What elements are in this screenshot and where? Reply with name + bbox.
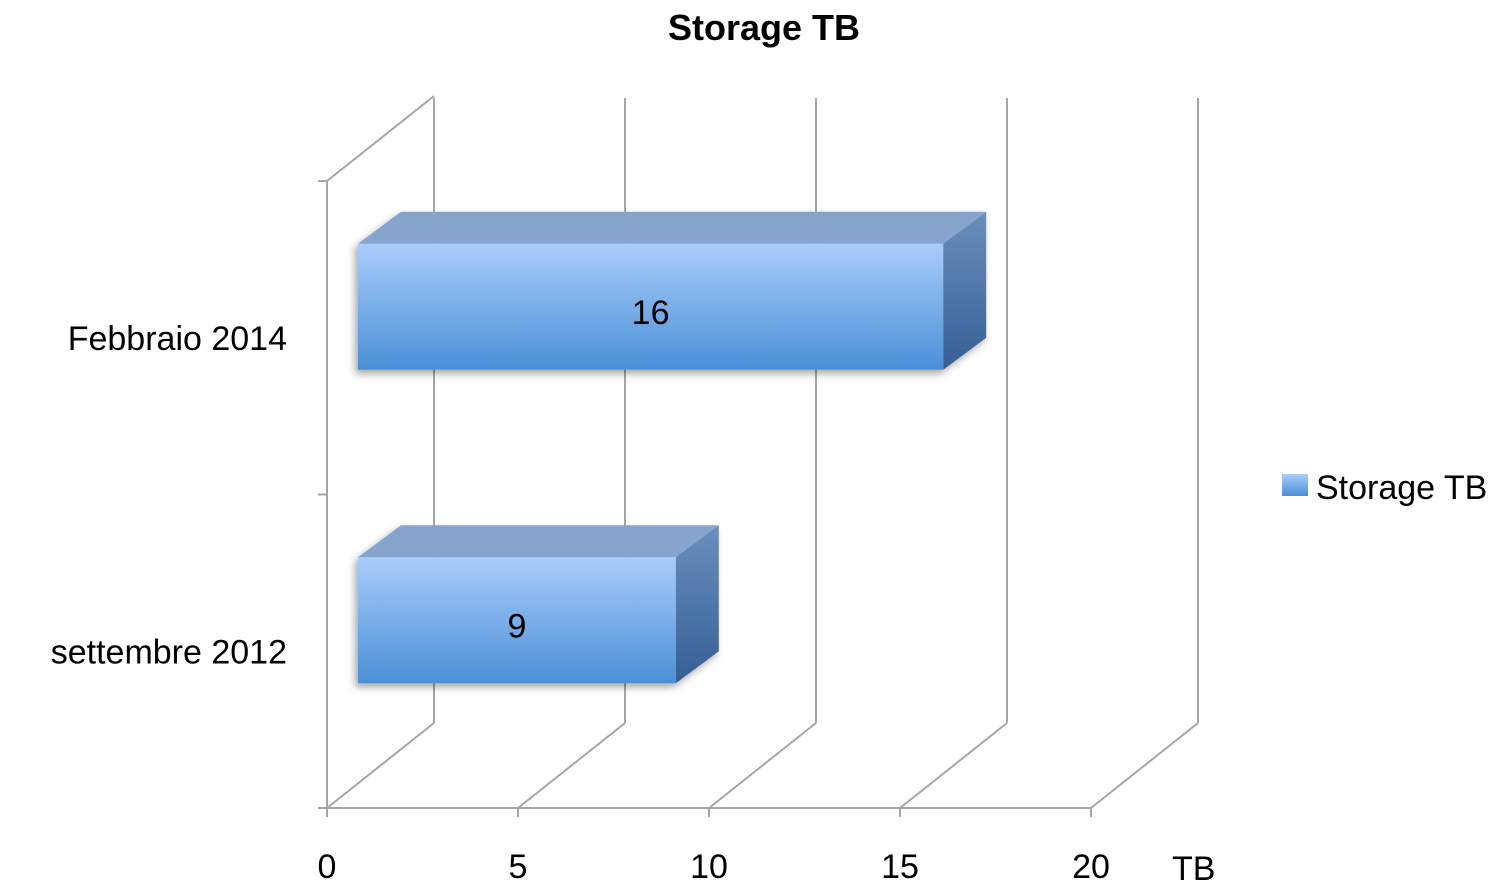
grid-layer	[318, 95, 1199, 817]
legend: Storage TB	[1282, 469, 1487, 507]
labels-layer: 0 5 10 15 20 Febbraio 2014 16 settembre 2012 9	[51, 294, 1110, 886]
x-tick-label-20: 20	[1072, 848, 1110, 886]
floor-line-20	[1090, 722, 1199, 809]
bar-0	[358, 211, 987, 370]
x-tick-label-0: 0	[318, 848, 337, 886]
legend-swatch	[1282, 474, 1308, 496]
wall-top-edge	[326, 95, 435, 182]
bars-layer	[358, 211, 987, 684]
bar-side-face-1	[675, 525, 719, 684]
data-label-1: 9	[507, 607, 526, 645]
category-label-1: settembre 2012	[51, 633, 287, 671]
chart-title: Storage TB	[668, 7, 860, 48]
bar-top-face-1	[358, 525, 719, 558]
x-tick-label-5: 5	[509, 848, 528, 886]
floor-line-5	[517, 722, 626, 809]
bar-front-face-0	[358, 243, 944, 370]
bar-side-face-0	[943, 211, 987, 370]
category-label-0: Febbraio 2014	[68, 320, 287, 358]
x-tick-label-15: 15	[881, 848, 919, 886]
floor-line-15	[899, 722, 1008, 809]
data-label-0: 16	[632, 294, 670, 332]
x-tick-label-10: 10	[690, 848, 728, 886]
bar-top-face-0	[358, 211, 987, 244]
legend-label: Storage TB	[1316, 469, 1487, 507]
bar-front-face-1	[358, 557, 676, 684]
floor-line-0	[326, 722, 435, 809]
floor-line-10	[708, 722, 817, 809]
bar-1	[358, 525, 719, 684]
x-axis-unit-label: TB	[1172, 850, 1215, 887]
